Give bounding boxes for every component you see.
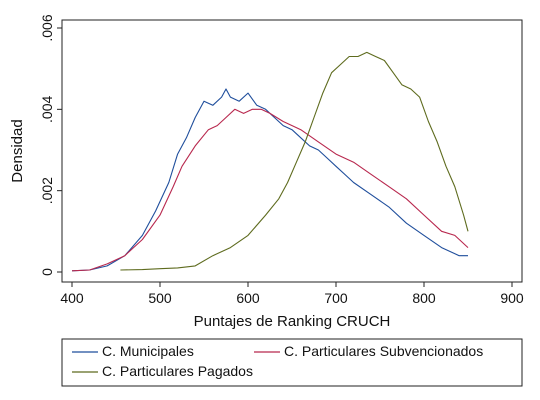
x-tick-label: 600 — [236, 290, 260, 306]
series-line-0 — [71, 88, 468, 272]
legend-label: C. Particulares Pagados — [102, 363, 253, 379]
y-tick-label: .002 — [39, 177, 55, 204]
plot-area — [61, 19, 523, 283]
legend-label: C. Particulares Subvencionados — [284, 343, 483, 359]
y-axis-title: Densidad — [9, 119, 26, 182]
legend: C. Municipales C. Particulares Subvencion… — [61, 338, 523, 387]
y-tick-label: .006 — [39, 14, 55, 41]
series-layer — [71, 51, 469, 272]
x-axis-title: Puntajes de Ranking CRUCH — [194, 313, 391, 330]
y-axis: 0 .002 .004 .006 — [39, 14, 62, 276]
x-axis: 400 500 600 700 800 900 — [60, 282, 524, 306]
x-tick-label: 500 — [148, 290, 172, 306]
series-line-1 — [71, 108, 469, 272]
x-tick-label: 900 — [500, 290, 524, 306]
x-tick-label: 800 — [412, 290, 436, 306]
y-tick-label: 0 — [39, 268, 55, 276]
x-tick-label: 700 — [324, 290, 348, 306]
legend-label: C. Municipales — [102, 343, 194, 359]
y-tick-label: .004 — [39, 95, 55, 122]
series-line-2 — [120, 51, 469, 271]
x-tick-label: 400 — [60, 290, 84, 306]
legend-box — [61, 338, 523, 387]
